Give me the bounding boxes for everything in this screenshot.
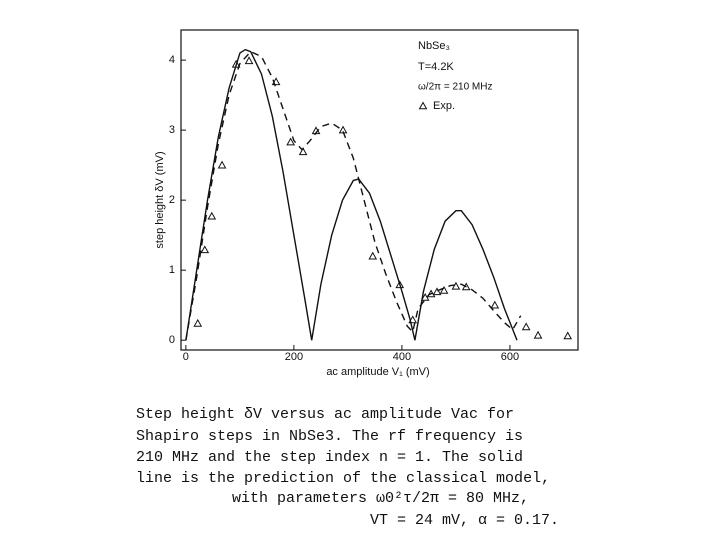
- data-point: [244, 56, 254, 65]
- caption-line: 210 MHz and the step index n = 1. The so…: [136, 449, 523, 466]
- caption-line: Shapiro steps in NbSe3. The rf frequency…: [136, 428, 523, 445]
- caption-line: Step height δV versus ac amplitude Vac f…: [136, 406, 514, 423]
- plot-frame: [180, 29, 579, 351]
- data-point: [563, 331, 573, 340]
- data-point: [395, 280, 405, 289]
- data-point: [231, 59, 241, 68]
- data-point: [490, 300, 500, 309]
- data-point: [298, 147, 308, 156]
- y-tick-label: 0: [169, 334, 175, 346]
- data-point: [432, 287, 442, 296]
- data-point: [217, 160, 227, 169]
- y-tick-label: 2: [169, 194, 175, 206]
- data-point: [338, 125, 348, 134]
- x-axis-label: ac amplitude V₁ (mV): [326, 366, 429, 378]
- x-tick-label: 600: [501, 351, 519, 363]
- annotation: NbSe₃: [418, 40, 450, 52]
- data-point: [207, 211, 217, 220]
- y-tick-label: 1: [169, 264, 175, 276]
- data-point: [200, 245, 210, 254]
- caption-line: with parameters ω0²τ/2π = 80 MHz,: [232, 490, 529, 507]
- data-point: [461, 282, 471, 291]
- data-point: [286, 137, 295, 146]
- data-point: [408, 315, 418, 324]
- x-tick-label: 0: [183, 351, 189, 363]
- data-point: [271, 77, 281, 86]
- data-point: [193, 318, 203, 327]
- y-axis-label: step height δV (mV): [154, 151, 166, 248]
- annotation: ω/2π = 210 MHz: [418, 82, 492, 93]
- x-tick-label: 400: [393, 351, 411, 363]
- caption-line: line is the prediction of the classical …: [136, 470, 550, 487]
- data-point: [451, 281, 461, 290]
- x-tick-label: 200: [285, 351, 303, 363]
- data-point: [368, 251, 378, 260]
- data-point: [533, 330, 543, 339]
- legend-label: Exp.: [433, 100, 455, 112]
- annotation: T=4.2K: [418, 61, 454, 73]
- data-point: [439, 285, 449, 294]
- data-point: [426, 289, 436, 298]
- caption-line: VT = 24 mV, α = 0.17.: [370, 512, 559, 529]
- y-tick-label: 3: [169, 124, 175, 136]
- y-tick-label: 4: [169, 54, 175, 66]
- solid-line: [185, 48, 518, 341]
- data-point: [521, 322, 531, 331]
- legend-marker: [418, 101, 428, 110]
- dashed-line: [185, 50, 522, 341]
- data-point: [311, 126, 321, 135]
